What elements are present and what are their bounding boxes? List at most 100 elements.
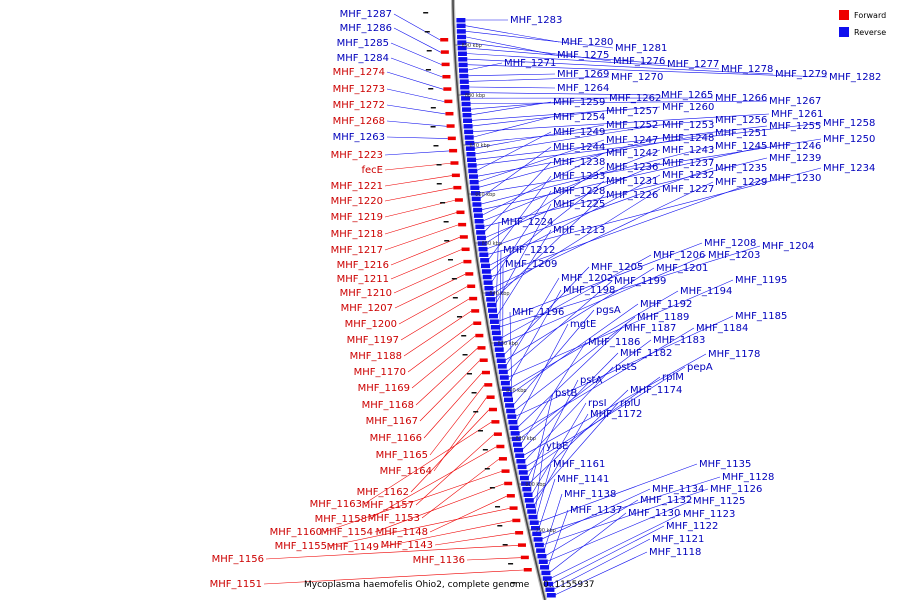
scale-label: 800 kbp xyxy=(525,482,545,488)
reverse-gene xyxy=(501,386,511,391)
reverse-gene xyxy=(505,403,515,408)
reverse-gene xyxy=(476,235,486,241)
gene-label-reverse: MHF_1203 xyxy=(708,250,760,261)
reverse-gene xyxy=(467,163,477,168)
gene-label-reverse: rplU xyxy=(620,398,641,409)
gene-label-reverse: MHF_1174 xyxy=(630,385,682,396)
reverse-gene xyxy=(458,62,468,68)
gene-label-reverse: MHF_1182 xyxy=(620,348,672,359)
leader-line xyxy=(475,122,822,166)
leader-line xyxy=(384,224,459,251)
gene-label-reverse: MHF_1264 xyxy=(557,83,609,94)
gene-label-reverse: MHF_1266 xyxy=(715,93,767,104)
leader-line xyxy=(470,101,552,116)
scale-label: 850 kbp xyxy=(482,241,502,247)
scale-label: 890 kbp xyxy=(461,43,481,49)
gene-label-reverse: MHF_1137 xyxy=(570,505,622,516)
locus-tick xyxy=(471,392,477,394)
reverse-gene xyxy=(471,196,481,202)
gene-label-reverse: MHF_1246 xyxy=(769,141,821,152)
gene-label-reverse: MHF_1280 xyxy=(561,37,613,48)
leader-line xyxy=(384,187,454,202)
gene-label-reverse: MHF_1130 xyxy=(628,508,680,519)
gene-label-reverse: MHF_1187 xyxy=(624,323,676,334)
scale-label: 790 kbp xyxy=(535,528,555,534)
leader-line xyxy=(433,397,487,472)
leader-line xyxy=(494,203,552,305)
gene-label-reverse: ytbE xyxy=(546,441,569,452)
gene-label-forward: MHF_1272 xyxy=(333,100,385,111)
gene-label-reverse: MHF_1229 xyxy=(715,177,767,188)
reverse-gene xyxy=(533,537,543,542)
leader-line xyxy=(468,86,556,89)
gene-label-reverse: MHF_1125 xyxy=(693,496,745,507)
reverse-gene xyxy=(518,470,528,475)
legend: Forward Reverse xyxy=(839,10,886,37)
leader-line xyxy=(488,174,661,266)
gene-label-reverse: MHF_1123 xyxy=(683,509,735,520)
genome-range: 0..1155937 xyxy=(543,580,595,590)
leader-line xyxy=(368,446,497,520)
reverse-gene xyxy=(458,57,468,62)
leader-line xyxy=(374,483,505,533)
gene-label-forward: MHF_1217 xyxy=(331,245,383,256)
locus-tick xyxy=(426,50,432,52)
reverse-gene xyxy=(467,157,477,163)
locus-tick xyxy=(495,506,501,508)
reverse-gene xyxy=(473,213,483,218)
gene-label-reverse: MHF_1178 xyxy=(708,349,760,360)
leader-line xyxy=(464,30,614,49)
forward-gene xyxy=(523,568,532,572)
gene-label-forward: MHF_1156 xyxy=(212,554,264,565)
reverse-gene xyxy=(506,408,516,414)
gene-label-forward: MHF_1218 xyxy=(331,229,383,240)
leader-line xyxy=(540,476,721,534)
forward-gene xyxy=(501,469,510,473)
reverse-gene xyxy=(529,520,539,525)
gene-label-reverse: MHF_1230 xyxy=(769,173,821,184)
leader-line xyxy=(487,175,552,261)
reverse-gene xyxy=(474,218,484,224)
reverse-gene xyxy=(480,258,490,263)
genome-caption: Mycoplasma haemofelis Ohio2, complete ge… xyxy=(304,580,530,590)
reverse-gene xyxy=(475,224,485,230)
locus-tick xyxy=(430,107,436,109)
leader-line xyxy=(508,289,562,384)
reverse-gene xyxy=(459,73,469,79)
forward-gene xyxy=(520,555,529,560)
leader-line xyxy=(394,273,466,309)
gene-label-forward: MHF_1157 xyxy=(362,500,414,511)
locus-tick xyxy=(508,563,514,565)
forward-gene xyxy=(461,247,470,252)
reverse-gene xyxy=(459,79,469,84)
locus-tick xyxy=(462,354,468,356)
forward-gene xyxy=(515,531,524,535)
reverse-gene xyxy=(509,425,519,431)
gene-label-forward: MHF_1274 xyxy=(333,67,385,78)
gene-label-reverse: MHF_1231 xyxy=(606,176,658,187)
leader-line xyxy=(380,520,513,548)
forward-gene xyxy=(506,494,515,498)
reverse-gene xyxy=(538,559,548,565)
gene-label-reverse: MHF_1257 xyxy=(606,106,658,117)
leader-line xyxy=(553,538,651,590)
gene-label-reverse: pstA xyxy=(580,375,602,386)
reverse-gene xyxy=(497,364,507,369)
gene-label-reverse: MHF_1189 xyxy=(637,312,689,323)
locus-tick xyxy=(430,126,436,128)
leader-line xyxy=(390,249,462,280)
leader-line xyxy=(495,221,500,311)
reverse-gene xyxy=(546,593,556,598)
reverse-gene xyxy=(523,492,533,498)
leader-line xyxy=(527,379,579,478)
gene-label-forward: MHF_1151 xyxy=(210,579,262,590)
leader-line xyxy=(390,236,460,266)
scale-label: 830 kbp xyxy=(498,341,518,347)
leader-line xyxy=(476,131,552,171)
reverse-gene xyxy=(462,112,472,118)
gene-label-reverse: MHF_1267 xyxy=(769,96,821,107)
leader-line xyxy=(500,254,652,339)
forward-gene xyxy=(444,99,453,104)
gene-label-forward: MHF_1167 xyxy=(366,416,418,427)
leader-line xyxy=(472,113,770,132)
